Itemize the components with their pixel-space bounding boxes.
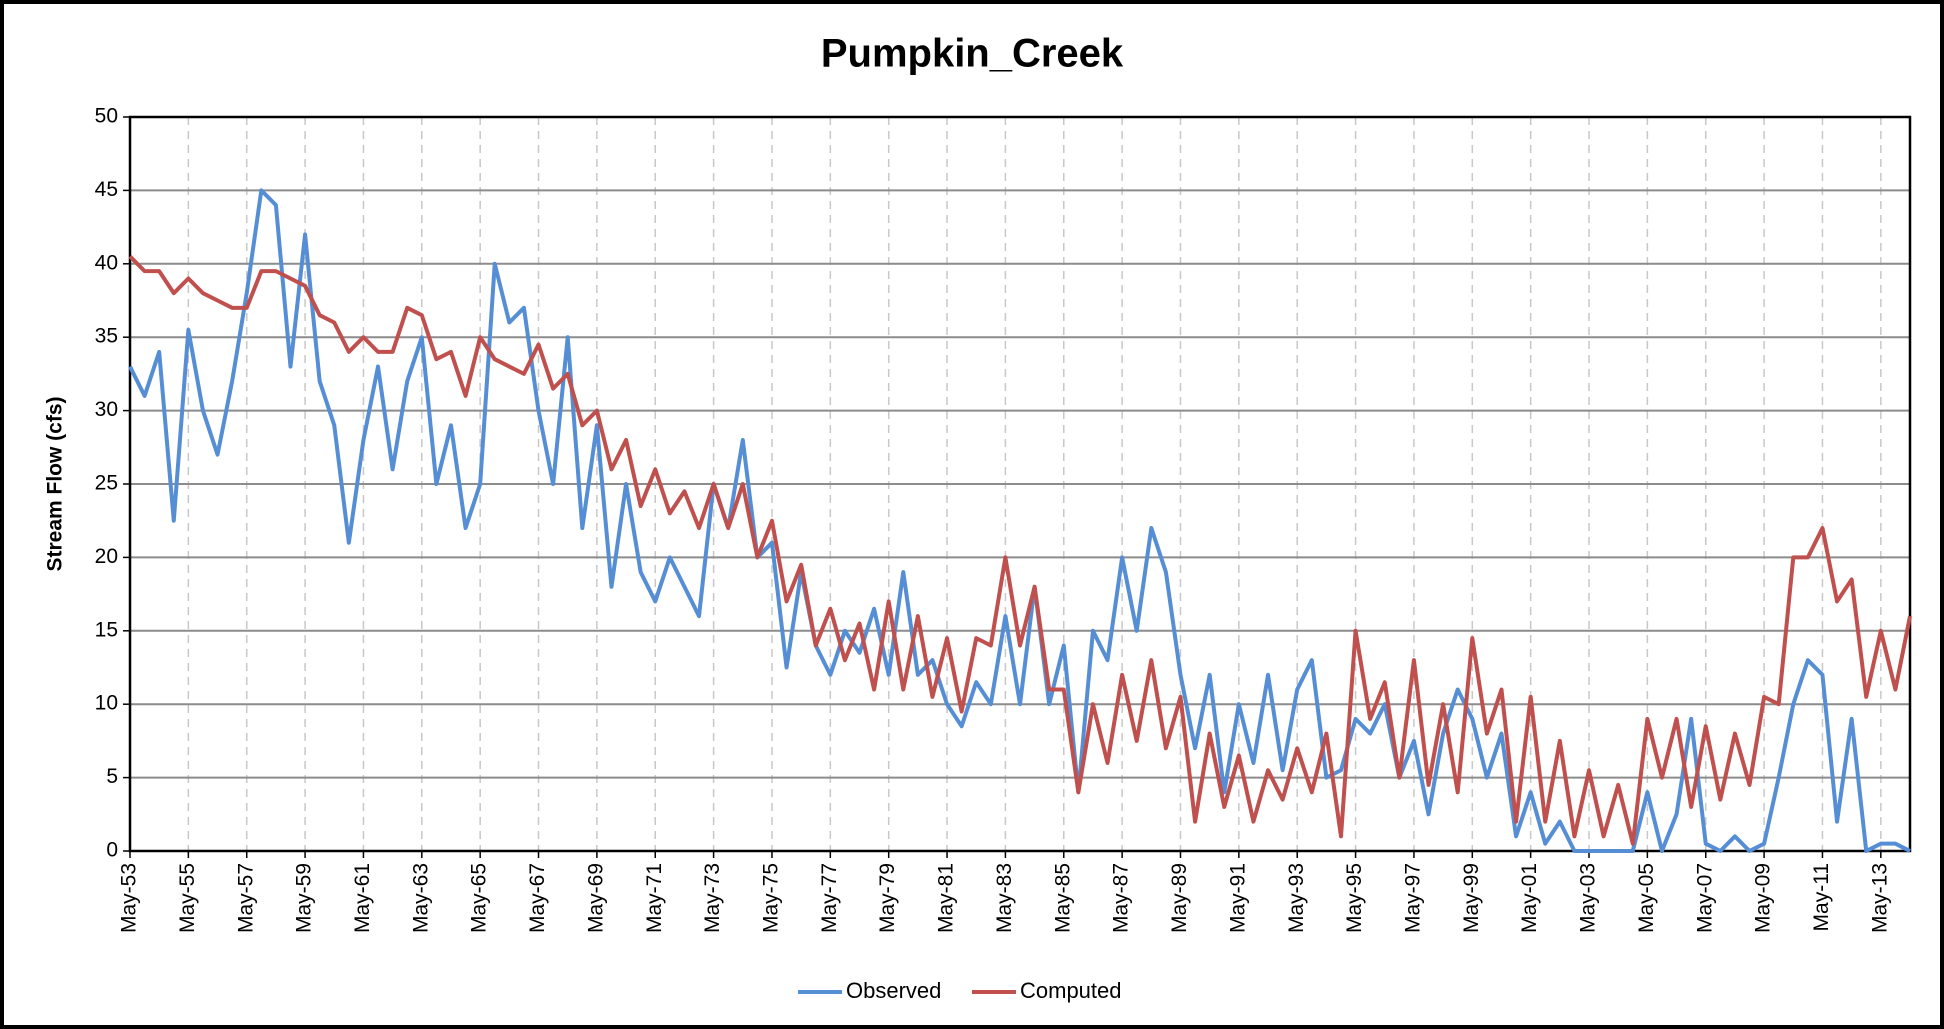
x-tick-label: May-99 — [1460, 863, 1483, 933]
x-tick-label: May-67 — [526, 863, 549, 933]
x-tick-label: May-89 — [1168, 863, 1191, 933]
y-axis-label: Stream Flow (cfs) — [44, 396, 67, 571]
x-tick-label: May-73 — [701, 863, 724, 933]
y-tick-label: 0 — [106, 839, 118, 862]
y-tick-label: 35 — [95, 325, 118, 348]
x-tick-label: May-53 — [118, 863, 141, 933]
x-tick-label: May-87 — [1110, 863, 1133, 933]
series-line — [128, 255, 1912, 846]
x-tick-label: May-03 — [1577, 863, 1600, 933]
y-tick-label: 50 — [95, 105, 118, 128]
chart-title: Pumpkin_Creek — [821, 32, 1124, 76]
y-tick-label: 45 — [95, 178, 118, 201]
x-tick-label: May-91 — [1226, 863, 1249, 933]
x-tick-label: May-75 — [760, 863, 783, 933]
x-tick-label: May-11 — [1810, 863, 1833, 931]
x-tick-label: May-71 — [643, 863, 666, 933]
y-tick-label: 40 — [95, 251, 118, 274]
x-tick-label: May-05 — [1635, 863, 1658, 933]
plot-area-border — [128, 115, 1912, 853]
y-tick-label: 30 — [95, 398, 118, 421]
x-tick-label: May-01 — [1518, 863, 1541, 933]
x-tick-label: May-65 — [468, 863, 491, 933]
x-tick-label: May-85 — [1051, 863, 1074, 933]
x-tick-label: May-57 — [234, 863, 257, 933]
x-tick-label: May-97 — [1401, 863, 1424, 933]
y-tick-label: 10 — [95, 692, 118, 715]
x-tick-label: May-63 — [409, 863, 432, 933]
x-tick-label: May-93 — [1285, 863, 1308, 933]
y-tick-label: 5 — [106, 765, 118, 788]
x-tick-label: May-07 — [1693, 863, 1716, 933]
legend-label: Observed — [846, 978, 941, 1003]
y-tick-label: 15 — [95, 618, 118, 641]
x-tick-label: May-77 — [818, 863, 841, 933]
x-tick-label: May-61 — [351, 863, 374, 933]
y-tick-label: 25 — [95, 472, 118, 495]
x-tick-label: May-83 — [993, 863, 1016, 933]
x-tick-label: May-81 — [935, 863, 958, 933]
x-tick-label: May-95 — [1343, 863, 1366, 933]
y-tick-label: 20 — [95, 545, 118, 568]
x-tick-label: May-79 — [876, 863, 899, 933]
x-tick-label: May-55 — [176, 863, 199, 933]
series-line — [128, 188, 1911, 853]
x-tick-label: May-69 — [584, 863, 607, 933]
legend-label: Computed — [1020, 978, 1122, 1003]
x-tick-label: May-09 — [1752, 863, 1775, 933]
x-tick-label: May-13 — [1868, 863, 1891, 933]
x-tick-label: May-59 — [293, 863, 316, 933]
